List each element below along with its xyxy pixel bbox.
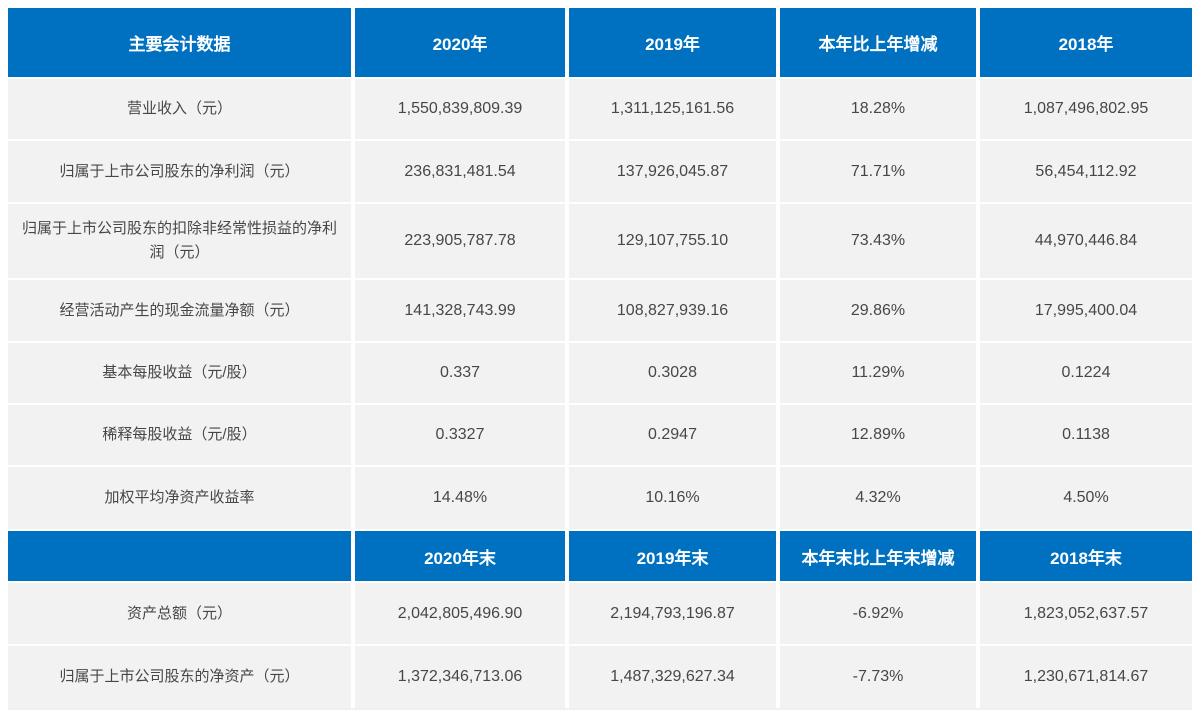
row-label: 归属于上市公司股东的净资产（元） [8, 646, 351, 708]
cell-value: 236,831,481.54 [355, 141, 565, 202]
cell-value: 29.86% [780, 280, 976, 341]
column-header-2018-end: 2018年末 [980, 531, 1192, 581]
row-label: 营业收入（元） [8, 79, 351, 139]
cell-value: 0.1224 [980, 343, 1192, 403]
cell-value: 0.2947 [569, 405, 776, 465]
cell-value: 4.50% [980, 467, 1192, 529]
cell-value: 44,970,446.84 [980, 204, 1192, 278]
cell-value: 1,823,052,637.57 [980, 583, 1192, 644]
column-header-2018: 2018年 [980, 8, 1192, 77]
column-header-2019: 2019年 [569, 8, 776, 77]
cell-value: 129,107,755.10 [569, 204, 776, 278]
row-label: 经营活动产生的现金流量净额（元） [8, 280, 351, 341]
cell-value: 18.28% [780, 79, 976, 139]
column-header-main: 主要会计数据 [8, 8, 351, 77]
cell-value: 108,827,939.16 [569, 280, 776, 341]
cell-value: 12.89% [780, 405, 976, 465]
cell-value: 1,550,839,809.39 [355, 79, 565, 139]
row-label: 归属于上市公司股东的净利润（元） [8, 141, 351, 202]
cell-value: 73.43% [780, 204, 976, 278]
cell-value: 1,087,496,802.95 [980, 79, 1192, 139]
column-header-2019-end: 2019年末 [569, 531, 776, 581]
cell-value: -7.73% [780, 646, 976, 708]
cell-value: 1,230,671,814.67 [980, 646, 1192, 708]
key-accounting-data-table: 主要会计数据 2020年 2019年 本年比上年增减 2018年 营业收入（元）… [8, 8, 1192, 710]
cell-value: 56,454,112.92 [980, 141, 1192, 202]
cell-value: 141,328,743.99 [355, 280, 565, 341]
cell-value: 0.337 [355, 343, 565, 403]
cell-value: 1,311,125,161.56 [569, 79, 776, 139]
cell-value: 2,042,805,496.90 [355, 583, 565, 644]
cell-value: 1,487,329,627.34 [569, 646, 776, 708]
cell-value: 0.3327 [355, 405, 565, 465]
cell-value: 0.1138 [980, 405, 1192, 465]
row-label: 归属于上市公司股东的扣除非经常性损益的净利润（元） [8, 204, 351, 278]
row-label: 基本每股收益（元/股） [8, 343, 351, 403]
column-header-yoy-end-change: 本年末比上年末增减 [780, 531, 976, 581]
cell-value: 2,194,793,196.87 [569, 583, 776, 644]
cell-value: 137,926,045.87 [569, 141, 776, 202]
column-header-2020: 2020年 [355, 8, 565, 77]
row-label: 资产总额（元） [8, 583, 351, 644]
cell-value: 223,905,787.78 [355, 204, 565, 278]
column-header-blank [8, 531, 351, 581]
row-label: 加权平均净资产收益率 [8, 467, 351, 529]
column-header-2020-end: 2020年末 [355, 531, 565, 581]
column-header-yoy-change: 本年比上年增减 [780, 8, 976, 77]
cell-value: 14.48% [355, 467, 565, 529]
cell-value: 1,372,346,713.06 [355, 646, 565, 708]
cell-value: 17,995,400.04 [980, 280, 1192, 341]
cell-value: 10.16% [569, 467, 776, 529]
cell-value: 71.71% [780, 141, 976, 202]
cell-value: 0.3028 [569, 343, 776, 403]
cell-value: -6.92% [780, 583, 976, 644]
cell-value: 4.32% [780, 467, 976, 529]
cell-value: 11.29% [780, 343, 976, 403]
row-label: 稀释每股收益（元/股） [8, 405, 351, 465]
